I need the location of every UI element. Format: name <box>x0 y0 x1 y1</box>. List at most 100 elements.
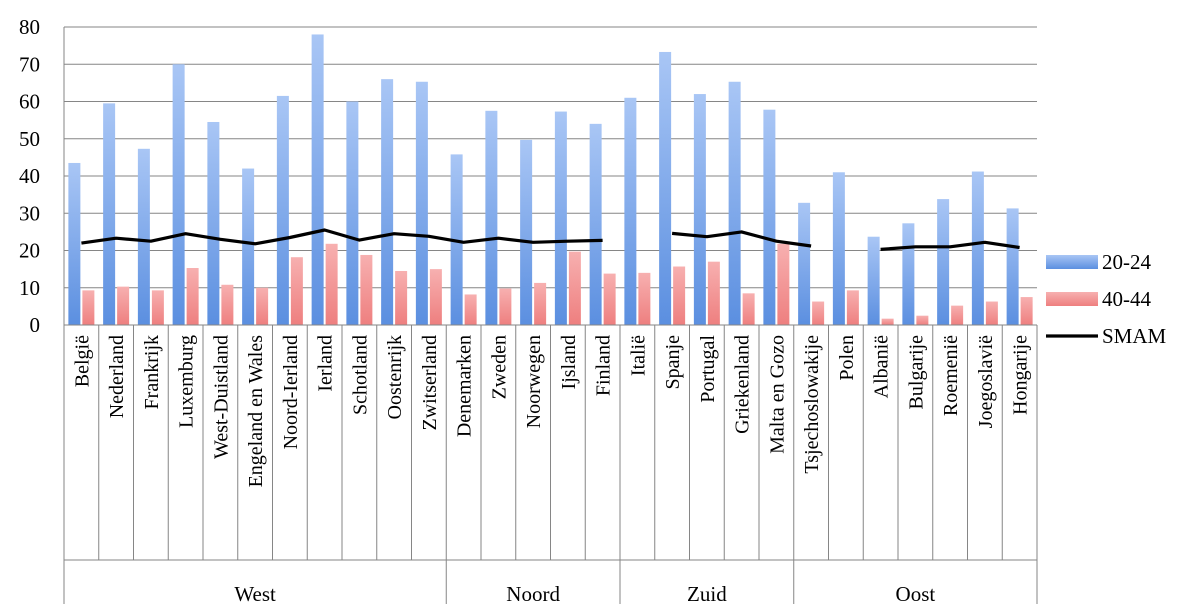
bar-20-24 <box>902 223 915 325</box>
bar-40-44 <box>360 254 373 325</box>
category-label: Joegoslavië <box>975 335 997 428</box>
category-label: Polen <box>836 335 858 381</box>
bar-20-24 <box>381 79 394 326</box>
category-label: Nederland <box>106 335 128 418</box>
bar-40-44 <box>881 318 894 325</box>
bar-40-44 <box>117 286 130 325</box>
category-label: Griekenland <box>732 335 754 434</box>
line-segment-SMAM <box>81 228 603 246</box>
bar-20-24 <box>798 202 811 325</box>
bar-40-44 <box>186 268 199 325</box>
bar-20-24 <box>276 95 289 325</box>
bar-20-24 <box>68 162 81 325</box>
legend-swatch-40-44 <box>1046 292 1098 306</box>
y-tick-label: 40 <box>19 164 40 188</box>
bar-40-44 <box>395 270 408 325</box>
bar-20-24 <box>659 51 672 326</box>
category-label: Hongarije <box>1010 335 1032 415</box>
legend: 20-24 40-44 SMAM <box>1046 250 1167 348</box>
bar-40-44 <box>221 284 234 325</box>
bar-40-44 <box>464 294 477 325</box>
category-label: Finland <box>593 335 615 396</box>
y-tick-label: 60 <box>19 90 40 114</box>
bar-20-24 <box>311 34 324 325</box>
bar-40-44 <box>951 305 964 325</box>
bar-40-44 <box>1020 297 1033 325</box>
bar-40-44 <box>673 266 686 325</box>
bar-20-24 <box>242 168 255 325</box>
legend-label: 20-24 <box>1102 250 1151 274</box>
bar-40-44 <box>812 301 825 325</box>
category-label: België <box>71 335 93 387</box>
group-label: Zuid <box>687 582 727 606</box>
bar-20-24 <box>589 123 602 325</box>
category-label: Ierland <box>315 335 337 392</box>
bar-20-24 <box>485 110 498 325</box>
bar-40-44 <box>846 290 859 325</box>
line-segment-SMAM <box>880 240 1020 251</box>
bar-20-24 <box>554 111 567 326</box>
y-tick-label: 80 <box>19 15 40 39</box>
bar-20-24 <box>103 103 116 325</box>
y-tick-label: 20 <box>19 239 40 263</box>
bar-20-24 <box>1006 208 1019 325</box>
smam-line <box>81 228 1020 251</box>
bar-20-24 <box>415 81 428 325</box>
y-tick-label: 10 <box>19 276 40 300</box>
category-label: Tsjechoslowakije <box>801 335 823 474</box>
bar-40-44 <box>742 293 755 325</box>
category-label: Noorwegen <box>523 335 545 428</box>
bar-20-24 <box>137 148 150 325</box>
category-label: Italië <box>627 335 649 376</box>
bar-40-44 <box>985 301 998 325</box>
bar-20-24 <box>937 199 950 325</box>
category-label: Malta en Gozo <box>766 335 788 454</box>
bar-20-24 <box>728 81 741 325</box>
bars <box>68 34 1033 326</box>
bar-40-44 <box>603 273 616 325</box>
bar-20-24 <box>763 109 776 325</box>
category-label: Albanië <box>871 335 893 398</box>
category-label: West-Duistland <box>210 335 232 459</box>
category-label: Portugal <box>697 335 719 403</box>
y-tick-label: 30 <box>19 201 40 225</box>
category-label: Ijsland <box>558 335 580 389</box>
bar-40-44 <box>499 288 512 325</box>
bar-20-24 <box>971 171 984 325</box>
bar-40-44 <box>429 269 442 325</box>
bar-20-24 <box>207 121 220 325</box>
category-label: Denemarken <box>454 335 476 437</box>
bar-40-44 <box>290 257 303 325</box>
x-axis-groups: West Noord Zuid Oost <box>234 582 935 606</box>
bar-20-24 <box>693 94 706 325</box>
category-label: Zwitserland <box>419 335 441 431</box>
category-label: Luxemburg <box>176 335 198 428</box>
y-tick-label: 70 <box>19 52 40 76</box>
legend-label: SMAM <box>1102 324 1167 348</box>
category-label: Schotland <box>349 335 371 415</box>
bar-40-44 <box>256 287 269 325</box>
bar-20-24 <box>624 97 637 326</box>
bar-40-44 <box>82 290 95 325</box>
bar-20-24 <box>346 101 359 325</box>
group-label: West <box>234 582 276 606</box>
category-label: Engeland en Wales <box>245 335 267 488</box>
bar-40-44 <box>325 243 338 325</box>
legend-swatch-20-24 <box>1046 255 1098 269</box>
group-label: Noord <box>506 582 560 606</box>
axes <box>63 27 1038 604</box>
category-label: Oostenrijk <box>384 335 406 419</box>
bar-40-44 <box>777 243 790 325</box>
bar-20-24 <box>172 64 185 325</box>
category-label: Spanje <box>662 335 684 390</box>
bar-40-44 <box>568 251 581 325</box>
x-axis-categories: België Nederland Frankrijk Luxemburg West-Du… <box>71 335 1031 488</box>
bar-40-44 <box>151 290 164 325</box>
y-axis-ticks: 0 10 20 30 40 50 60 70 80 <box>19 15 40 337</box>
category-label: Roemenië <box>940 335 962 416</box>
y-tick-label: 50 <box>19 127 40 151</box>
bar-40-44 <box>534 282 547 325</box>
bar-20-24 <box>520 139 533 325</box>
line-segment-SMAM <box>671 230 812 248</box>
